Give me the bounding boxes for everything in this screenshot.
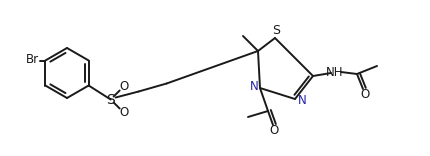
Text: O: O [360, 88, 370, 102]
Text: N: N [250, 80, 258, 93]
Text: O: O [269, 124, 279, 137]
Text: S: S [106, 93, 115, 107]
Text: Br: Br [26, 53, 39, 66]
Text: O: O [119, 106, 128, 119]
Text: NH: NH [326, 66, 344, 78]
Text: S: S [272, 24, 280, 37]
Text: N: N [298, 93, 306, 107]
Text: O: O [119, 80, 128, 93]
